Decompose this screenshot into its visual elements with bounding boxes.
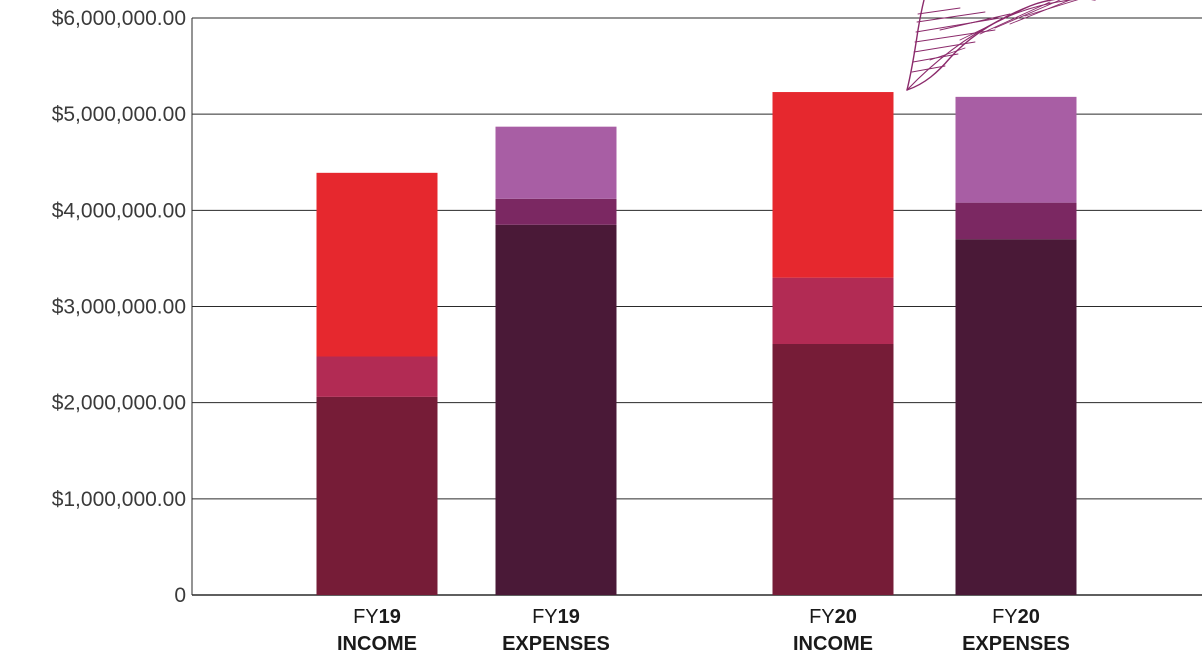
feather-sketch [906, 0, 1096, 91]
bar-segment [316, 172, 438, 357]
y-tick-label: $1,000,000.00 [52, 488, 186, 511]
x-tick-year: 20 [1018, 606, 1040, 628]
bar-segment [495, 224, 617, 595]
x-tick-label-fy: FY19 [353, 606, 401, 628]
x-tick-label-type: EXPENSES [962, 633, 1070, 655]
bars [316, 92, 1077, 595]
y-tick-label: $5,000,000.00 [52, 103, 186, 126]
x-tick-prefix: FY [532, 606, 558, 628]
x-tick-year: 19 [558, 606, 580, 628]
x-tick-year: 20 [835, 606, 857, 628]
bar-segment [955, 202, 1077, 240]
bar-segment [955, 96, 1077, 203]
x-tick-label-fy: FY20 [992, 606, 1040, 628]
x-tick-prefix: FY [809, 606, 835, 628]
x-tick-year: 19 [379, 606, 401, 628]
bar-segment [316, 396, 438, 595]
bar-segment [955, 239, 1077, 595]
y-axis-tick-labels: 0 $1,000,000.00 $2,000,000.00 $3,000,000.00… [52, 7, 186, 607]
y-tick-label: $4,000,000.00 [52, 199, 186, 222]
y-tick-label: $3,000,000.00 [52, 296, 186, 319]
bar-segment [495, 198, 617, 225]
x-tick-label-type: EXPENSES [502, 633, 610, 655]
x-tick-label-type: INCOME [337, 633, 417, 655]
bar-segment [772, 277, 894, 345]
bar-segment [495, 126, 617, 199]
x-tick-prefix: FY [992, 606, 1018, 628]
x-tick-prefix: FY [353, 606, 379, 628]
bar-segment [316, 356, 438, 397]
y-tick-label: $6,000,000.00 [52, 7, 186, 30]
feather-sketch-icon [906, 0, 1096, 91]
x-tick-label-type: INCOME [793, 633, 873, 655]
x-axis-tick-labels: FY19INCOMEFY19EXPENSESFY20INCOMEFY20EXPE… [337, 606, 1070, 655]
x-tick-label-fy: FY20 [809, 606, 857, 628]
x-tick-label-fy: FY19 [532, 606, 580, 628]
bar-segment [772, 92, 894, 278]
bar-segment [772, 344, 894, 595]
y-tick-label: $2,000,000.00 [52, 392, 186, 415]
y-tick-label: 0 [174, 584, 186, 607]
